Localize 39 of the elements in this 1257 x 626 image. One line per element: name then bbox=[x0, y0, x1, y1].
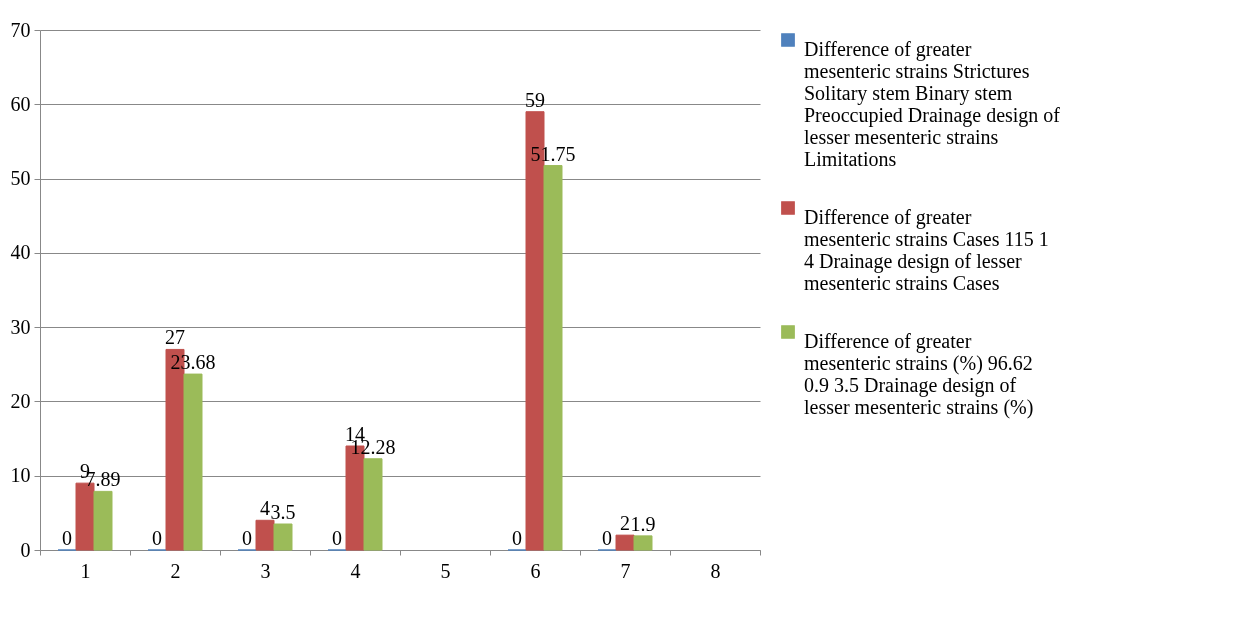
legend-label: Difference of greater mesenteric strains Strictures Solitary stem Binary stem Preoccupied Drainage design of lesser mesenteric strains Limitations bbox=[804, 38, 1061, 170]
legend-label: Difference of greater mesenteric strains (%) 96.62 0.9 3.5 Drainage design of lesser mesenteric strains (%) bbox=[804, 330, 1034, 419]
bar bbox=[633, 535, 653, 551]
y-tick-label: 0 bbox=[20, 538, 31, 561]
data-label: 0 bbox=[242, 527, 252, 549]
data-label: 4 bbox=[260, 497, 270, 520]
bar bbox=[543, 165, 563, 551]
y-tick-label: 10 bbox=[10, 464, 31, 487]
data-label: 0 bbox=[62, 527, 72, 549]
x-tick-label: 2 bbox=[170, 559, 181, 582]
data-label: 1.9 bbox=[630, 512, 656, 535]
data-label: 27 bbox=[165, 326, 185, 349]
y-tick-label: 50 bbox=[10, 167, 31, 190]
bar bbox=[615, 534, 635, 551]
y-tick-label: 30 bbox=[10, 315, 31, 338]
bar bbox=[183, 373, 203, 551]
x-tick-label: 4 bbox=[350, 559, 361, 582]
data-label: 3.5 bbox=[270, 501, 296, 523]
bar bbox=[93, 490, 113, 551]
y-tick-label: 40 bbox=[10, 241, 31, 264]
x-tick-label: 5 bbox=[440, 559, 451, 582]
x-tick-label: 8 bbox=[710, 559, 721, 582]
x-tick-label: 6 bbox=[530, 559, 541, 582]
bar bbox=[255, 519, 275, 551]
bar bbox=[363, 458, 383, 551]
data-label: 2 bbox=[620, 512, 630, 535]
data-label: 0 bbox=[152, 527, 162, 549]
y-tick-label: 70 bbox=[10, 18, 31, 41]
data-label: 0 bbox=[332, 527, 342, 549]
bar bbox=[273, 523, 293, 551]
legend-label: Difference of greater mesenteric strains Cases 115 1 4 Drainage design of lesser mesenteric strains Cases bbox=[804, 206, 1049, 294]
y-tick-label: 20 bbox=[10, 389, 31, 412]
x-tick-label: 1 bbox=[80, 559, 91, 582]
data-label: 0 bbox=[512, 527, 522, 549]
data-label: 0 bbox=[602, 527, 612, 549]
data-label: 59 bbox=[525, 88, 545, 111]
x-tick-label: 7 bbox=[620, 559, 631, 582]
y-tick-label: 60 bbox=[10, 92, 31, 115]
x-tick-label: 3 bbox=[260, 559, 271, 582]
